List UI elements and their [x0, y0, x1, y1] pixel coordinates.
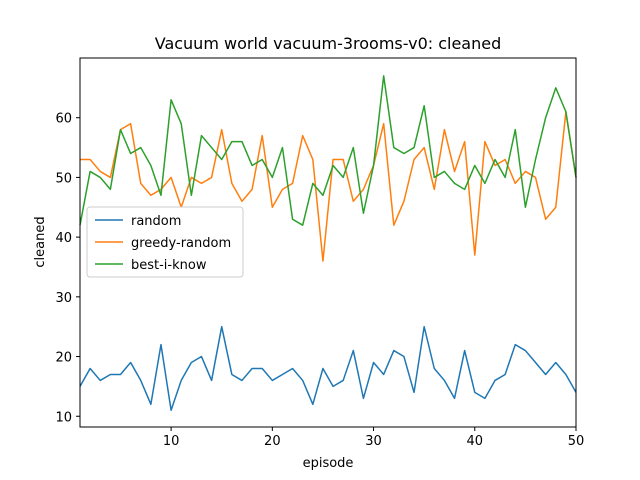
ticks: 10 20 30 40 50 10 20 30 40 50 60: [55, 112, 584, 449]
series-line-random: [79, 325, 577, 412]
y-tick-label: 50: [55, 171, 72, 186]
series-line-greedy-random: [80, 110, 577, 262]
y-tick-label: 10: [55, 410, 72, 425]
x-tick-label: 50: [568, 434, 585, 449]
y-tick-label: 20: [55, 351, 72, 366]
x-tick-label: 10: [163, 434, 180, 449]
legend: random greedy-random best-i-know: [86, 206, 244, 278]
x-tick-label: 30: [365, 434, 382, 449]
y-tick-label: 30: [55, 291, 72, 306]
y-tick-label: 60: [55, 112, 72, 127]
legend-label: random: [131, 214, 181, 229]
x-axis-label: episode: [303, 456, 354, 471]
legend-label: greedy-random: [131, 236, 231, 251]
legend-label: best-i-know: [131, 258, 207, 273]
x-tick-label: 40: [467, 434, 484, 449]
series-line-best-i-know: [79, 75, 577, 226]
x-tick-label: 20: [264, 434, 281, 449]
y-tick-label: 40: [55, 231, 72, 246]
y-axis-label: cleaned: [33, 216, 48, 267]
legend-box: [86, 206, 244, 278]
chart-title: Vacuum world vacuum-3rooms-v0: cleaned: [155, 34, 502, 53]
axes-frame: [79, 57, 577, 428]
plot-area: [79, 75, 577, 412]
